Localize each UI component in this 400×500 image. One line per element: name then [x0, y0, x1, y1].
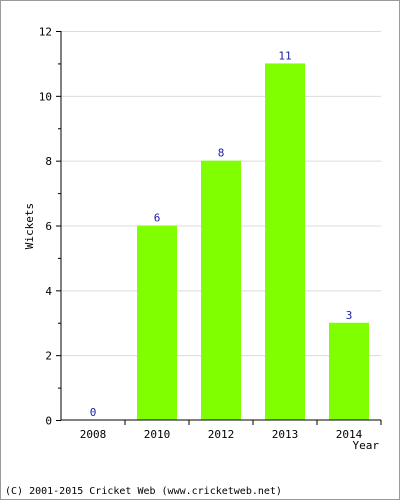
x-tick-label-2010: 2010 — [144, 428, 171, 441]
x-tick-label-2014: 2014 — [336, 428, 363, 441]
x-axis-title: Year — [353, 439, 380, 452]
x-tick-label-2008: 2008 — [80, 428, 107, 441]
x-tick-label-2012: 2012 — [208, 428, 235, 441]
data-label-2008: 0 — [90, 406, 97, 419]
bar-2013 — [265, 63, 305, 421]
data-label-2013: 11 — [278, 49, 291, 62]
y-axis-title: Wickets — [23, 203, 36, 249]
y-tick-label: 2 — [45, 350, 52, 363]
y-tick-label: 4 — [45, 285, 52, 298]
data-label-2012: 8 — [218, 147, 225, 160]
y-tick-label: 0 — [45, 415, 52, 428]
y-tick-label: 12 — [39, 26, 52, 39]
bar-2010 — [137, 225, 177, 420]
y-tick-label: 6 — [45, 220, 52, 233]
wickets-bar-chart: 0 2 4 6 8 10 12 2008 2010 2012 2013 2014 0 6 8 11 3 Wi… — [23, 26, 382, 452]
y-tick-label: 10 — [39, 90, 52, 103]
copyright-text: (C) 2001-2015 Cricket Web (www.cricketwe… — [5, 486, 282, 497]
bars — [137, 63, 369, 421]
data-labels: 0 6 8 11 3 — [90, 49, 353, 419]
bar-2012 — [201, 160, 241, 420]
data-label-2010: 6 — [154, 212, 161, 225]
y-tick-label: 8 — [45, 155, 52, 168]
bar-2014 — [329, 322, 369, 420]
y-ticks: 0 2 4 6 8 10 12 — [39, 26, 61, 428]
data-label-2014: 3 — [346, 309, 353, 322]
x-ticks: 2008 2010 2012 2013 2014 — [80, 420, 382, 441]
x-tick-label-2013: 2013 — [272, 428, 299, 441]
